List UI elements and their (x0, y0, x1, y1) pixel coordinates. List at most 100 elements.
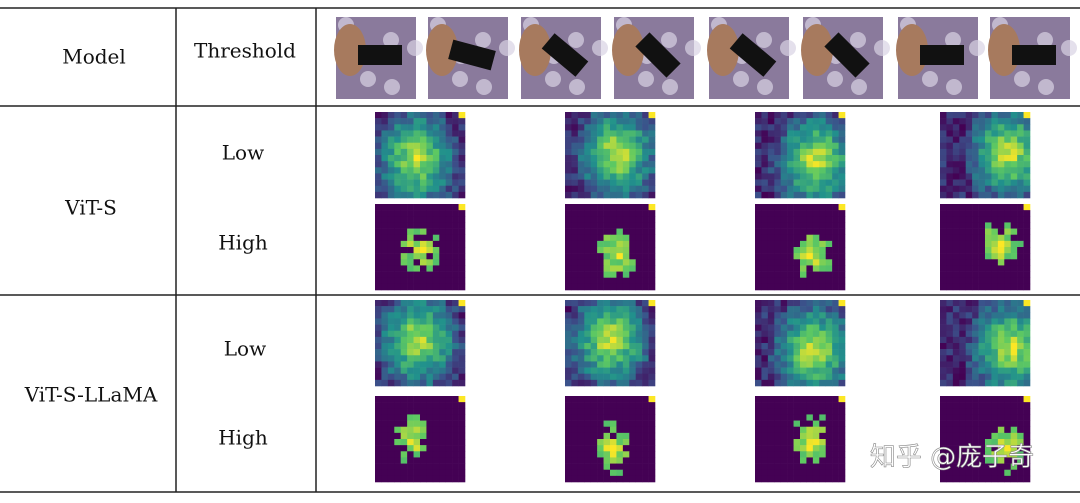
heatmap-cell (426, 445, 434, 452)
heatmap-cell (832, 234, 839, 242)
heatmap-cell (584, 259, 592, 266)
heatmap-cell (381, 396, 389, 403)
heatmap-cell (387, 451, 395, 458)
heatmap-cell (985, 439, 992, 446)
heatmap-cell (426, 349, 434, 356)
heatmap-cell (787, 155, 794, 162)
heatmap-cell (432, 253, 440, 260)
heatmap-cell (590, 349, 598, 356)
heatmap-cell (400, 379, 408, 387)
heatmap-cell (610, 336, 617, 344)
heatmap-cell (603, 349, 611, 356)
heatmap-cell (387, 161, 395, 168)
heatmap-cell (825, 112, 833, 119)
heatmap-cell (458, 463, 466, 471)
heatmap-cell (445, 148, 453, 156)
heatmap-cell (972, 210, 979, 217)
heatmap-cell (420, 349, 427, 356)
heatmap-cell (439, 204, 447, 211)
heatmap-cell (1004, 402, 1012, 409)
heatmap-cell (965, 414, 973, 421)
heatmap-cell (1004, 343, 1012, 350)
heatmap-cell (426, 265, 434, 272)
heatmap-cell (420, 324, 427, 332)
heatmap-cell (407, 130, 414, 137)
heatmap-cell (571, 445, 579, 452)
heatmap-cell (780, 426, 788, 434)
heatmap-cell (761, 432, 769, 440)
heatmap-cell (940, 161, 947, 168)
heatmap-cell (565, 191, 572, 199)
row-model: ViT-S (64, 196, 117, 220)
heatmap-cell (387, 222, 395, 229)
heatmap-cell (426, 414, 434, 421)
heatmap-cell (426, 161, 434, 168)
heatmap-cell (387, 240, 395, 248)
heatmap-cell (1004, 228, 1012, 236)
heatmap-cell (616, 161, 624, 168)
heatmap-cell (940, 253, 947, 260)
heatmap-cell (761, 330, 769, 338)
heatmap-cell (946, 148, 954, 156)
heatmap-cell (565, 367, 572, 375)
heatmap-cell (972, 463, 979, 471)
heatmap-cell (452, 259, 459, 266)
heatmap-cell (838, 124, 846, 131)
heatmap-cell (832, 191, 839, 199)
heatmap-cell (610, 469, 617, 477)
heatmap-cell (642, 312, 649, 319)
heatmap-cell (590, 408, 598, 415)
heatmap-cell (1010, 191, 1018, 199)
heatmap-cell (452, 396, 459, 403)
heatmap-cell (597, 179, 604, 187)
heatmap-cell (991, 451, 999, 458)
heatmap-cell (991, 432, 999, 440)
heatmap-cell (755, 432, 762, 440)
heatmap-cell (800, 330, 807, 338)
heatmap-cell (774, 185, 782, 193)
heatmap-cell (959, 240, 967, 248)
heatmap-cell (400, 343, 408, 350)
heatmap-cell (622, 155, 630, 162)
heatmap-cell (407, 367, 414, 375)
heatmap-cell (610, 234, 617, 242)
heatmap-cell (1004, 130, 1012, 137)
heatmap (940, 112, 1031, 199)
heatmap-cell (819, 210, 827, 217)
heatmap-cell (571, 469, 579, 477)
heatmap-cell (426, 355, 434, 362)
heatmap-cell (603, 432, 611, 440)
heatmap-cell (642, 185, 649, 193)
heatmap-cell (610, 167, 617, 174)
heatmap-cell (445, 379, 453, 387)
heatmap-cell (978, 124, 986, 131)
heatmap-cell (420, 457, 427, 464)
heatmap-cell (375, 396, 382, 403)
heatmap-cell (610, 271, 617, 279)
heatmap-cell (648, 124, 656, 131)
heatmap-cell (972, 167, 979, 174)
heatmap-cell (400, 191, 408, 199)
heatmap-cell (959, 191, 967, 199)
heatmap-cell (577, 265, 585, 272)
heatmap-cell (616, 210, 624, 217)
heatmap-cell (381, 318, 389, 325)
heatmap-cell (1010, 379, 1018, 387)
heatmap-cell (439, 142, 447, 150)
heatmap-cell (761, 161, 769, 168)
heatmap-cell (767, 234, 775, 242)
heatmap-cell (946, 463, 954, 471)
heatmap-cell (603, 216, 611, 223)
phone (920, 45, 964, 65)
heatmap-cell (452, 414, 459, 421)
heatmap-cell (571, 253, 579, 260)
heatmap-cell (959, 349, 967, 356)
heatmap-cell (413, 343, 421, 350)
heatmap-cell (642, 463, 649, 471)
heatmap-cell (432, 336, 440, 344)
heatmap-cell (635, 240, 643, 248)
heatmap-cell (452, 367, 459, 375)
heatmap-cell (806, 247, 814, 254)
heatmap-cell (642, 300, 649, 307)
heatmap-cell (590, 234, 598, 242)
